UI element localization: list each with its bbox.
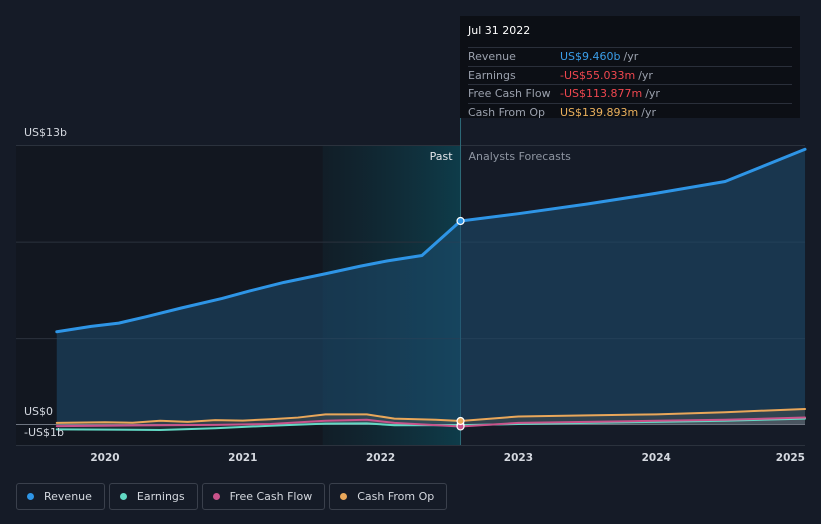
tooltip-label: Revenue xyxy=(468,50,516,63)
chart-legend: Revenue Earnings Free Cash Flow Cash From O… xyxy=(16,483,448,510)
tooltip-row-cash-from-op: Cash From Op US$139.893m/yr xyxy=(468,102,792,122)
legend-item-cash-from-op[interactable]: Cash From Op xyxy=(329,483,448,510)
tooltip-unit: /yr xyxy=(623,50,639,63)
tooltip-label: Earnings xyxy=(468,68,516,82)
legend-item-earnings[interactable]: Earnings xyxy=(108,483,198,510)
tooltip-value: US$139.893m xyxy=(560,105,639,119)
x-tick-label: 2022 xyxy=(366,452,395,464)
series-line-free-cash-flow xyxy=(55,416,807,428)
legend-label: Free Cash Flow xyxy=(229,490,313,503)
legend-dot-icon xyxy=(119,493,127,500)
series-line-cash-from-op xyxy=(55,407,807,424)
tooltip-value: US$9.460b xyxy=(560,50,621,63)
y-label-zero: US$0 xyxy=(24,405,53,418)
series-area xyxy=(56,408,806,424)
series-line-revenue xyxy=(55,147,807,334)
past-label: Past xyxy=(430,150,454,163)
tooltip-date: Jul 31 2022 xyxy=(468,24,531,37)
legend-item-revenue[interactable]: Revenue xyxy=(16,483,105,510)
series-line-earnings xyxy=(55,417,807,432)
legend-dot-icon xyxy=(340,493,348,500)
legend-label: Cash From Op xyxy=(357,490,435,503)
legend-label: Revenue xyxy=(44,490,92,503)
y-label-top: US$13b xyxy=(24,126,67,139)
y-label-bottom: -US$1b xyxy=(24,426,64,439)
data-tooltip: Jul 31 2022 Revenue US$9.460b/yr Earnings -… xyxy=(460,16,800,119)
marker-revenue xyxy=(456,216,465,226)
revenue-area xyxy=(56,149,806,425)
forecast-label: Analysts Forecasts xyxy=(469,150,572,163)
tooltip-value: -US$55.033m xyxy=(560,68,636,82)
tooltip-row-free-cash-flow: Free Cash Flow -US$113.877m/yr xyxy=(468,84,792,103)
x-tick-label: 2021 xyxy=(228,452,257,464)
x-tick-label: 2023 xyxy=(504,452,533,464)
x-tick-label: 2020 xyxy=(90,452,119,464)
tooltip-row-revenue: Revenue US$9.460b/yr xyxy=(468,47,792,66)
tooltip-unit: /yr xyxy=(638,68,653,82)
tooltip-row-earnings: Earnings -US$55.033m/yr xyxy=(468,65,792,85)
x-tick-label: 2025 xyxy=(776,452,805,464)
legend-dot-icon xyxy=(27,493,34,500)
tooltip-unit: /yr xyxy=(641,105,656,119)
legend-label: Earnings xyxy=(136,490,185,503)
legend-item-free-cash-flow[interactable]: Free Cash Flow xyxy=(201,483,326,510)
x-tick-label: 2024 xyxy=(642,452,671,464)
tooltip-value: -US$113.877m xyxy=(560,87,643,100)
marker-cash-from-op xyxy=(456,416,465,426)
legend-dot-icon xyxy=(212,493,220,500)
tooltip-label: Cash From Op xyxy=(468,105,546,119)
tooltip-label: Free Cash Flow xyxy=(468,87,551,100)
tooltip-unit: /yr xyxy=(645,87,660,100)
